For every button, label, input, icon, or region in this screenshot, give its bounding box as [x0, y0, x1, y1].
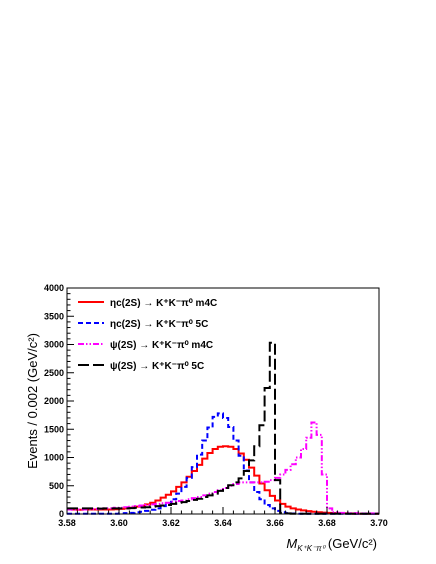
- x-axis-title-subscript: K⁺K⁻π⁰: [297, 544, 326, 553]
- x-tick-labels: 3.58 3.60 3.62 3.64 3.66 3.68 3.70: [58, 518, 388, 528]
- y-tick-labels: 0 500 1000 1500 2000 2500 3000 3500 4000: [44, 283, 64, 519]
- series-line-3: [67, 421, 379, 515]
- series-line-4: [67, 341, 379, 515]
- series-line-2: [67, 412, 379, 515]
- x-axis-title-unit: (GeV/c²): [328, 536, 377, 551]
- y-axis-title: Events / 0.002 (GeV/c²): [25, 333, 40, 469]
- y-tick-label: 0: [59, 509, 64, 519]
- y-tick-label: 1500: [44, 424, 64, 434]
- series-layer: [67, 341, 379, 515]
- y-tick-label: 4000: [44, 283, 64, 293]
- x-tick-label: 3.62: [162, 518, 180, 528]
- y-tick-label: 2000: [44, 396, 64, 406]
- x-axis-title-prefix: M: [286, 536, 297, 551]
- legend-label-2: ηc(2S) → K⁺K⁻π⁰ 5C: [110, 319, 208, 330]
- x-tick-label: 3.68: [318, 518, 336, 528]
- series-line-1: [67, 445, 379, 515]
- tick-layer: [66, 287, 380, 515]
- legend-label-1: ηc(2S) → K⁺K⁻π⁰ m4C: [110, 298, 217, 309]
- y-tick-label: 1000: [44, 453, 64, 463]
- x-axis-title: MK⁺K⁻π⁰ (GeV/c²): [286, 536, 377, 553]
- x-tick-label: 3.60: [110, 518, 128, 528]
- x-tick-label: 3.58: [58, 518, 76, 528]
- x-tick-label: 3.66: [266, 518, 284, 528]
- y-tick-label: 2500: [44, 368, 64, 378]
- y-tick-label: 3000: [44, 340, 64, 350]
- legend-label-4: ψ(2S) → K⁺K⁻π⁰ 5C: [110, 361, 204, 372]
- y-tick-label: 3500: [44, 311, 64, 321]
- x-tick-label: 3.64: [214, 518, 232, 528]
- legend-label-3: ψ(2S) → K⁺K⁻π⁰ m4C: [110, 340, 213, 351]
- x-tick-label: 3.70: [370, 518, 388, 528]
- y-tick-label: 500: [49, 481, 64, 491]
- legend: ηc(2S) → K⁺K⁻π⁰ m4C ηc(2S) → K⁺K⁻π⁰ 5C ψ(2…: [78, 298, 217, 372]
